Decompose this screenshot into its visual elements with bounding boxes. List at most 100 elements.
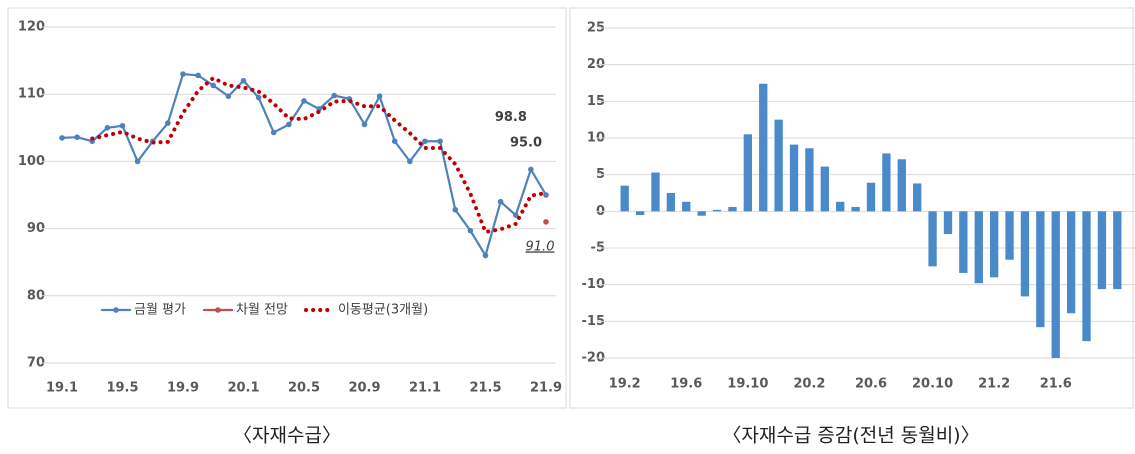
bar — [1005, 211, 1014, 260]
bar — [666, 193, 676, 212]
data-label: 95.0 — [510, 136, 542, 151]
y-tick-label: -10 — [582, 277, 606, 292]
bar — [620, 185, 629, 212]
x-tick-label: 19.10 — [727, 377, 768, 392]
data-point — [543, 219, 549, 225]
bar — [1113, 211, 1122, 290]
legend-marker — [215, 307, 221, 313]
bar — [743, 134, 753, 212]
data-point — [255, 94, 262, 101]
y-tick-label: 90 — [27, 221, 45, 236]
legend-label: 이동평균(3개월) — [338, 303, 428, 318]
legend-label: 차월 전망 — [236, 303, 288, 318]
bar — [789, 144, 799, 212]
data-point — [104, 125, 111, 131]
data-point — [422, 138, 428, 145]
bar — [651, 172, 660, 212]
data-point — [225, 93, 232, 100]
x-tick-label: 19.6 — [670, 377, 702, 392]
y-tick-label: -20 — [582, 351, 606, 366]
data-point — [195, 72, 201, 79]
data-point — [452, 206, 459, 213]
data-point — [331, 92, 338, 99]
data-point — [134, 158, 141, 165]
data-point — [391, 138, 398, 145]
bar — [851, 206, 860, 212]
y-tick-label: 100 — [18, 154, 45, 169]
x-tick-label: 19.2 — [609, 377, 641, 392]
bar — [928, 211, 937, 267]
bar — [1036, 211, 1045, 328]
chart-title: 〈자재수급 증감(전년 동월비)〉 — [722, 425, 979, 447]
x-tick-label: 20.2 — [793, 377, 825, 392]
bar — [759, 83, 768, 212]
bar — [805, 148, 814, 212]
legend-label: 금월 평가 — [134, 303, 186, 318]
data-point — [165, 120, 171, 126]
bar — [913, 183, 922, 212]
data-point — [180, 71, 186, 77]
bar — [959, 211, 968, 273]
bar — [1097, 211, 1107, 290]
bar — [897, 159, 906, 212]
data-point — [119, 122, 126, 129]
y-tick-label: 10 — [587, 131, 605, 146]
data-point — [376, 93, 383, 100]
bar — [1082, 211, 1091, 342]
y-tick-label: 70 — [27, 356, 45, 371]
y-tick-label: 20 — [587, 57, 605, 72]
y-tick-label: -15 — [582, 314, 606, 329]
bar — [712, 209, 722, 212]
x-tick-label: 21.9 — [530, 381, 562, 396]
data-label: 98.8 — [495, 110, 527, 125]
data-point — [512, 212, 519, 218]
data-point — [467, 227, 474, 234]
chart-title: 〈자재수급〉 — [233, 425, 341, 447]
x-tick-label: 20.5 — [288, 381, 320, 396]
x-tick-label: 19.1 — [46, 381, 78, 396]
x-tick-label: 21.2 — [978, 377, 1010, 392]
y-tick-label: 110 — [18, 87, 45, 102]
data-point — [543, 192, 549, 198]
bar — [635, 211, 645, 215]
bar — [774, 119, 783, 212]
data-point — [301, 98, 307, 104]
data-point — [270, 129, 277, 136]
panel-border — [569, 7, 1134, 409]
bar — [820, 166, 829, 212]
x-tick-label: 19.5 — [106, 381, 138, 396]
x-tick-label: 21.5 — [469, 381, 501, 396]
bar — [1051, 211, 1060, 358]
x-tick-label: 20.6 — [855, 377, 887, 392]
data-point — [482, 252, 489, 259]
x-tick-label: 19.9 — [167, 381, 199, 396]
x-tick-label: 21.1 — [409, 381, 441, 396]
data-point — [240, 77, 247, 84]
data-point — [74, 134, 80, 141]
data-label: 91.0 — [526, 239, 555, 254]
y-tick-label: 25 — [587, 21, 605, 36]
bar — [943, 211, 953, 235]
data-point — [528, 166, 534, 173]
bar — [974, 211, 983, 284]
panel-border — [7, 7, 567, 409]
x-tick-label: 20.9 — [348, 381, 380, 396]
y-tick-label: 15 — [587, 94, 605, 109]
x-tick-label: 21.6 — [1040, 377, 1072, 392]
data-point — [407, 158, 413, 165]
legend-marker — [113, 307, 119, 313]
x-tick-label: 20.10 — [912, 377, 953, 392]
data-point — [437, 138, 443, 145]
data-point — [210, 82, 217, 89]
bar — [1020, 211, 1030, 297]
y-tick-label: 80 — [27, 288, 45, 303]
y-tick-label: 120 — [18, 20, 45, 35]
bar — [697, 211, 706, 216]
bar — [1066, 211, 1076, 314]
x-tick-label: 20.1 — [227, 381, 259, 396]
bar — [866, 182, 876, 212]
series-line — [90, 75, 548, 235]
data-point — [497, 198, 504, 205]
